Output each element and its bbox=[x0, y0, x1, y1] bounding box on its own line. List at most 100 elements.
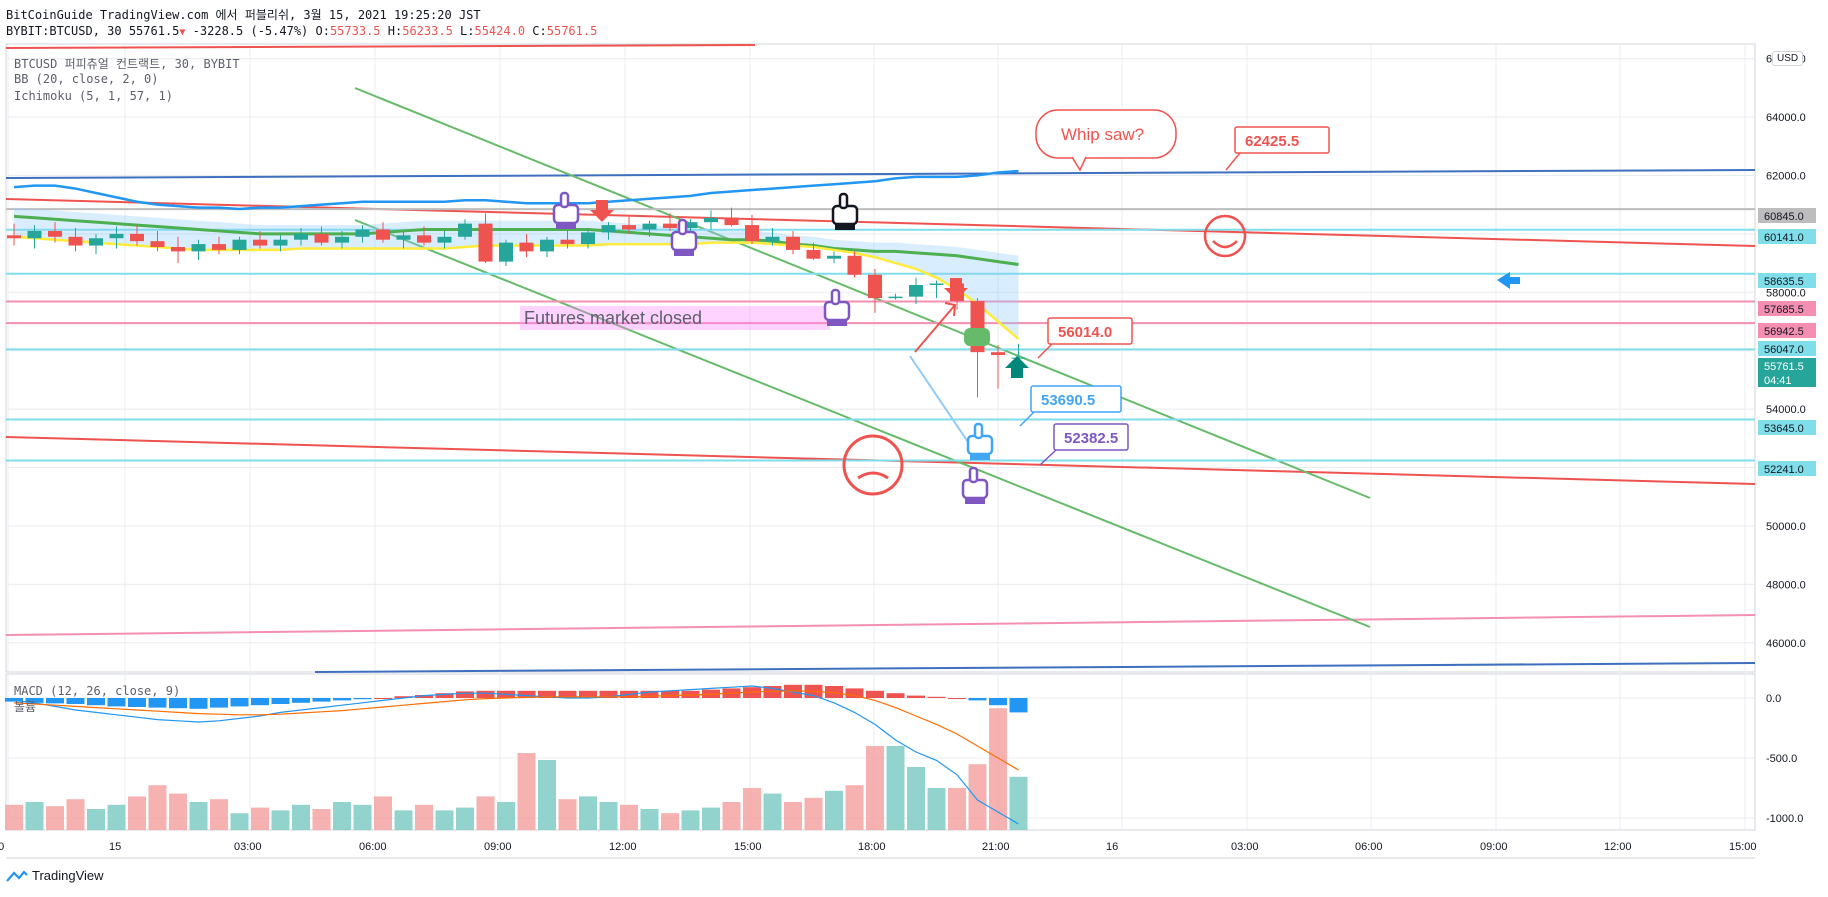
hand-pointer-purple-icon-finger bbox=[830, 288, 841, 306]
projection-line-down bbox=[909, 355, 971, 446]
down-arrow-marker-icon bbox=[944, 278, 968, 300]
volume-bar bbox=[5, 804, 23, 830]
candle-body bbox=[130, 233, 144, 242]
candle-body bbox=[991, 352, 1005, 356]
x-tick-label: 12:00 bbox=[609, 841, 637, 853]
legend-bb[interactable]: BB (20, close, 2, 0) bbox=[14, 72, 159, 86]
macd-histogram-bar bbox=[435, 693, 454, 698]
callout-53690-box bbox=[1030, 385, 1122, 413]
macd-histogram-bar bbox=[661, 690, 679, 698]
axis-price-label-box bbox=[1758, 208, 1816, 223]
axis-price-label-box bbox=[1758, 358, 1816, 373]
volume-bar bbox=[312, 809, 331, 830]
volume-bar bbox=[722, 802, 741, 830]
macd-histogram-bar bbox=[1009, 698, 1028, 713]
callout-62425-label: 62425.5 bbox=[1245, 133, 1299, 150]
macd-histogram-bar bbox=[866, 690, 884, 698]
volume-bar bbox=[210, 799, 228, 830]
currency-badge[interactable]: USD bbox=[1772, 51, 1804, 66]
candle-body bbox=[745, 225, 759, 242]
y-tick-label: 58000.0 bbox=[1766, 287, 1806, 299]
callout-56014-pointer bbox=[1037, 343, 1053, 359]
x-tick-label: 18:00 bbox=[858, 841, 886, 853]
macd-histogram-bar bbox=[25, 698, 44, 703]
cat-face-icon bbox=[964, 328, 990, 346]
candle-body bbox=[253, 239, 267, 246]
close-label: C: bbox=[532, 24, 547, 38]
callout-53690-label: 53690.5 bbox=[1041, 392, 1095, 409]
macd-histogram-bar bbox=[968, 698, 987, 701]
volume-bar bbox=[87, 809, 105, 830]
candle-body bbox=[150, 241, 165, 248]
volume-bar bbox=[620, 804, 638, 830]
macd-histogram-bar bbox=[640, 690, 659, 698]
macd-histogram-bar bbox=[907, 695, 925, 698]
callout-52382-pointer bbox=[1039, 449, 1057, 466]
macd-line bbox=[13, 685, 1019, 825]
candle-body bbox=[560, 239, 575, 245]
volume-bar bbox=[394, 810, 413, 830]
candle-body bbox=[663, 223, 677, 229]
volume-bar bbox=[456, 807, 474, 830]
legend-symbol[interactable]: BTCUSD 퍼피츄얼 컨트랙트, 30, BYBIT bbox=[14, 57, 240, 71]
volume-bar bbox=[107, 804, 126, 830]
macd-histogram-bar bbox=[558, 690, 577, 698]
candle-body bbox=[868, 274, 882, 299]
macd-histogram-bar bbox=[517, 690, 536, 698]
low-value: 55424.0 bbox=[474, 24, 526, 38]
y-tick-label: 46000.0 bbox=[1766, 638, 1806, 650]
candle-body bbox=[212, 244, 226, 250]
volume-bar bbox=[292, 804, 310, 830]
axis-price-label: 04:41 bbox=[1764, 375, 1792, 387]
futures-closed-box bbox=[520, 306, 830, 330]
footer-brand[interactable]: TradingView bbox=[6, 868, 104, 883]
volume-bar bbox=[333, 802, 351, 830]
publish-line: BitCoinGuide TradingView.com 에서 퍼블리쉬, 3월… bbox=[6, 8, 481, 22]
volume-bar bbox=[599, 802, 618, 830]
whip-saw-bubble bbox=[1035, 109, 1177, 159]
open-value: 55733.5 bbox=[329, 24, 381, 38]
candle-body bbox=[109, 233, 124, 239]
volume-bar bbox=[415, 804, 433, 830]
smiley-sad-icon bbox=[842, 434, 904, 496]
macd-histogram-bar bbox=[66, 698, 85, 704]
hand-pointer-purple-icon-cuff bbox=[965, 498, 985, 504]
down-arrow-marker-icon bbox=[590, 200, 614, 222]
candle-body bbox=[581, 232, 595, 245]
volume-bar bbox=[804, 797, 823, 830]
candle-body bbox=[806, 249, 821, 259]
channel-line-lower bbox=[354, 219, 1371, 628]
macd-histogram-bar bbox=[394, 696, 413, 698]
macd-y-tick-label: -500.0 bbox=[1766, 753, 1797, 765]
volume-bar bbox=[702, 807, 720, 830]
legend-macd[interactable]: MACD (12, 26, close, 9) bbox=[14, 684, 181, 698]
candle-body bbox=[396, 235, 411, 240]
trend-line-pink-bottom bbox=[5, 614, 1756, 636]
legend-ichimoku[interactable]: Ichimoku (5, 1, 57, 1) bbox=[14, 89, 173, 103]
y-tick-label: 48000.0 bbox=[1766, 579, 1806, 591]
x-tick-label: 09:00 bbox=[484, 841, 512, 853]
volume-bar bbox=[948, 788, 966, 830]
candle-body bbox=[827, 255, 841, 259]
hand-pointer-purple-icon-cuff bbox=[827, 320, 847, 326]
volume-bar bbox=[271, 810, 290, 830]
whip-saw-bubble-tail bbox=[1071, 156, 1087, 172]
candle-body bbox=[314, 233, 329, 243]
axis-price-label: 56047.0 bbox=[1764, 344, 1804, 356]
macd-histogram-bar bbox=[189, 698, 208, 709]
volume-bar bbox=[866, 746, 884, 830]
axis-price-label: 60141.0 bbox=[1764, 232, 1804, 244]
change-value: -3228.5 (-5.47%) bbox=[192, 24, 309, 38]
volume-bar bbox=[128, 796, 146, 830]
macd-histogram-bar bbox=[312, 698, 331, 702]
candle-body bbox=[437, 236, 452, 243]
smiley-happy-icon bbox=[1203, 214, 1247, 258]
volume-bar bbox=[169, 793, 187, 830]
macd-histogram-bar bbox=[271, 698, 290, 704]
legend-volume[interactable]: 볼륨 bbox=[14, 700, 37, 714]
callout-62425-pointer bbox=[1225, 152, 1241, 171]
x-tick-label: 03:00 bbox=[234, 841, 262, 853]
callout-53690-pointer bbox=[1019, 411, 1035, 427]
candle-body bbox=[335, 236, 349, 243]
